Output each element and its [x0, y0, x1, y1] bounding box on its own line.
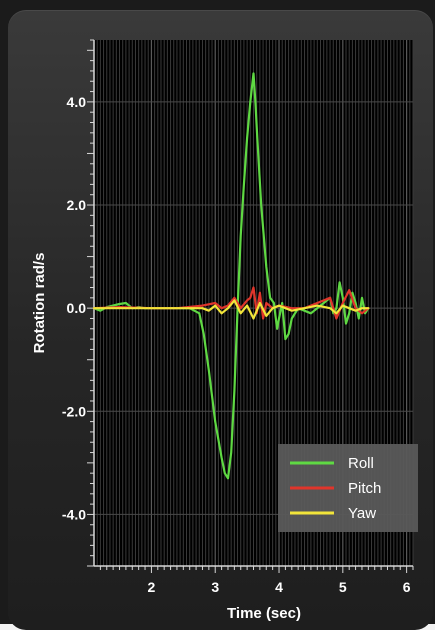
legend-label-pitch: Pitch: [348, 480, 381, 497]
legend-label-roll: Roll: [348, 455, 374, 472]
series-line-pitch: [92, 286, 370, 320]
y-tick-label: 4.0: [67, 94, 87, 110]
y-tick-label: -2.0: [62, 403, 86, 419]
x-tick-label: 5: [339, 579, 347, 595]
y-tick-label: 0.0: [67, 300, 87, 316]
legend-label-yaw: Yaw: [348, 505, 376, 522]
x-tick-label: 3: [211, 579, 219, 595]
y-axis-label: Rotation rad/s: [31, 253, 48, 354]
x-axis-label: Time (sec): [227, 605, 301, 622]
y-tick-label: 2.0: [67, 197, 87, 213]
x-tick-label: 4: [275, 579, 283, 595]
series-line-yaw: [92, 299, 370, 320]
x-tick-label: 6: [403, 579, 411, 595]
x-tick-label: 2: [148, 579, 156, 595]
y-tick-label: -4.0: [62, 506, 86, 522]
